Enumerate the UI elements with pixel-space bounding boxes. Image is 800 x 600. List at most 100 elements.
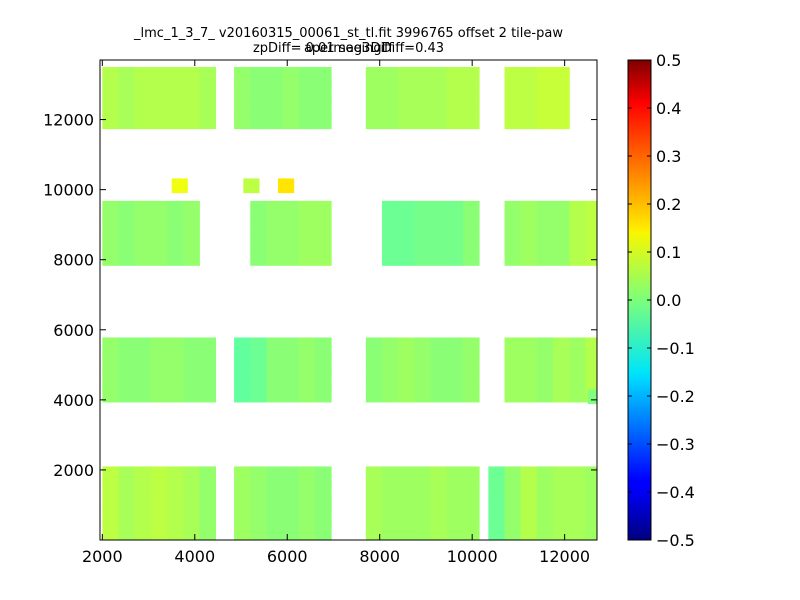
heatmap-cell xyxy=(314,206,332,222)
heatmap-cell xyxy=(183,525,200,540)
heatmap-cell xyxy=(183,206,200,222)
heatmap-cell xyxy=(430,221,448,237)
heatmap-cell xyxy=(365,337,383,344)
heatmap-cell xyxy=(382,235,399,252)
heatmap-cell xyxy=(504,525,522,540)
heatmap-cell xyxy=(183,343,200,359)
x-tick-label: 10000 xyxy=(447,547,498,566)
heatmap-cell xyxy=(382,387,399,403)
heatmap-cell xyxy=(382,495,399,512)
heatmap-cell xyxy=(536,466,554,482)
heatmap-cell xyxy=(504,466,522,482)
heatmap-cell xyxy=(250,99,267,115)
heatmap-cell xyxy=(553,525,570,540)
heatmap-cell xyxy=(150,495,168,512)
heatmap-cell xyxy=(250,235,267,252)
heatmap-cell xyxy=(504,67,522,71)
heatmap-cell xyxy=(553,206,570,222)
heatmap-cell xyxy=(183,113,200,130)
heatmap-cell xyxy=(150,337,168,344)
y-tick-label: 10000 xyxy=(43,181,94,200)
heatmap-cell xyxy=(553,221,570,237)
heatmap-cell xyxy=(446,387,464,403)
heatmap-cell xyxy=(414,510,432,526)
heatmap-cell xyxy=(462,387,480,403)
heatmap-cell xyxy=(553,200,570,207)
heatmap-cell xyxy=(266,221,284,237)
colorbar-tick-label: −0.4 xyxy=(656,483,695,502)
heatmap-cell xyxy=(430,343,448,359)
heatmap-cell xyxy=(365,69,383,86)
heatmap-cell xyxy=(569,466,586,482)
heatmap-cell xyxy=(414,387,432,403)
heatmap-cell xyxy=(430,387,448,403)
heatmap-cell xyxy=(553,337,570,344)
heatmap-cell xyxy=(150,206,168,222)
heatmap-cell xyxy=(446,113,464,130)
heatmap-cell xyxy=(282,67,300,71)
heatmap-cell xyxy=(536,200,554,207)
heatmap-cell xyxy=(298,343,316,359)
heatmap-cell xyxy=(102,84,119,100)
heatmap-cell xyxy=(167,525,184,540)
heatmap-cell xyxy=(382,343,399,359)
heatmap-cell xyxy=(382,99,399,115)
heatmap-cell xyxy=(553,235,570,252)
heatmap-cell xyxy=(234,481,251,497)
heatmap-cell xyxy=(199,99,217,115)
heatmap-cell xyxy=(569,357,586,374)
heatmap-cell xyxy=(585,235,597,252)
heatmap-cell xyxy=(446,357,464,374)
heatmap-cell xyxy=(167,67,184,71)
heatmap-cell xyxy=(520,99,538,115)
heatmap-cell xyxy=(585,525,597,540)
heatmap-cell xyxy=(298,250,316,266)
heatmap-cell xyxy=(536,99,554,115)
heatmap-cell xyxy=(234,84,251,100)
heatmap-cell xyxy=(266,250,284,266)
heatmap-cell xyxy=(150,84,168,100)
heatmap-cell xyxy=(183,510,200,526)
x-tick-label: 6000 xyxy=(267,547,308,566)
heatmap-cell xyxy=(414,357,432,374)
heatmap-cell xyxy=(462,525,480,540)
heatmap-cell xyxy=(234,337,251,344)
heatmap-cell xyxy=(314,372,332,388)
heatmap-cell xyxy=(118,113,136,130)
heatmap-cell xyxy=(183,200,200,207)
heatmap-cell xyxy=(234,69,251,86)
heatmap-cell xyxy=(298,357,316,374)
heatmap-cell xyxy=(430,84,448,100)
heatmap-cell xyxy=(520,357,538,374)
heatmap-cell xyxy=(314,99,332,115)
heatmap-cell xyxy=(430,510,448,526)
heatmap-cell xyxy=(183,481,200,497)
heatmap-cell xyxy=(118,387,136,403)
heatmap-cell xyxy=(298,466,316,482)
heatmap-cell xyxy=(134,337,152,344)
x-tick-label: 12000 xyxy=(539,547,590,566)
heatmap-cell xyxy=(282,113,300,130)
heatmap-cell xyxy=(569,481,586,497)
heatmap-cell xyxy=(266,113,284,130)
heatmap-cell xyxy=(266,200,284,207)
heatmap-cell xyxy=(536,481,554,497)
heatmap-cell xyxy=(569,372,586,388)
heatmap-cell xyxy=(585,372,597,388)
heatmap-cell xyxy=(102,372,119,388)
heatmap-cell xyxy=(298,525,316,540)
heatmap-cell xyxy=(234,372,251,388)
heatmap-cell xyxy=(462,337,480,344)
heatmap-cell xyxy=(520,200,538,207)
chart-subtitle: zpDiff= 0.01 seeingDiff=0.43 xyxy=(252,41,445,56)
heatmap-cell xyxy=(250,357,267,374)
plot-frame xyxy=(99,59,598,541)
y-tick-label: 6000 xyxy=(53,321,94,340)
heatmap-cell xyxy=(134,481,152,497)
heatmap-cell xyxy=(446,235,464,252)
heatmap-cell xyxy=(398,337,415,344)
heatmap-cell xyxy=(298,235,316,252)
heatmap-cell xyxy=(504,343,522,359)
heatmap-cell xyxy=(118,337,136,344)
heatmap-cell xyxy=(102,357,119,374)
